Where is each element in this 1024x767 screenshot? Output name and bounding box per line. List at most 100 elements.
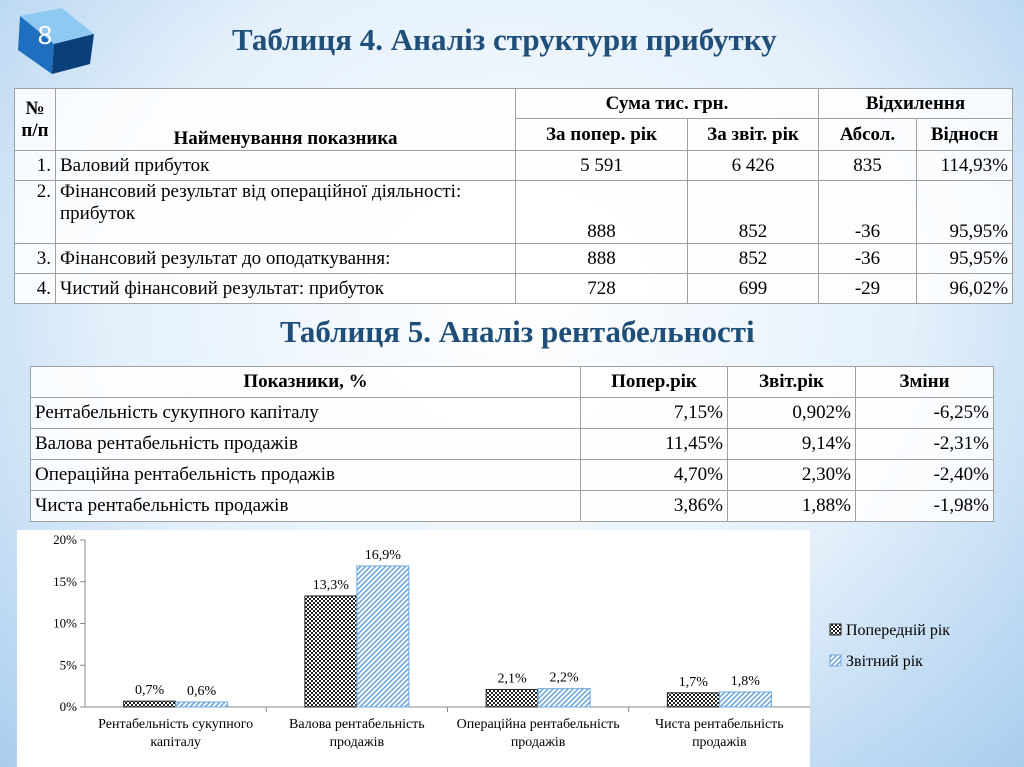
legend-swatch (829, 654, 842, 667)
header-cell: Відносн (916, 118, 1014, 151)
cell: 2. (14, 180, 56, 244)
cell: 4. (14, 273, 56, 304)
cell: 2,30% (727, 459, 856, 491)
cell: 7,15% (580, 397, 728, 429)
cell: 852 (686, 243, 820, 274)
bar (666, 692, 720, 708)
cell: 3. (14, 243, 56, 274)
y-tick-label: 20% (53, 532, 77, 547)
row: 2. Фінансовий результат від операційної д… (14, 180, 1014, 244)
bar (485, 688, 539, 708)
cell: 95,95% (916, 180, 1014, 244)
cell: 835 (818, 150, 918, 181)
cell: 3,86% (580, 490, 728, 522)
legend-label: Звітний рік (846, 653, 923, 670)
header-cell: Сума тис. грн. (514, 88, 820, 119)
header-row: Показники, % Попер.рік Звіт.рік Зміни (30, 366, 994, 398)
slide-badge: 8 (18, 8, 94, 74)
cell: Фінансовий результат від операційної дія… (55, 180, 516, 244)
header-cell: За звіт. рік (686, 118, 820, 151)
cell: 0,902% (727, 397, 856, 429)
row: 1. Валовий прибуток 5 591 6 426 835 114,93% (14, 150, 1014, 181)
cell: Чистий фінансовий результат: прибуток (55, 273, 516, 304)
y-tick-label: 5% (60, 657, 78, 672)
cell: Операційна рентабельність продажів (30, 459, 581, 491)
chart: 0% 5% 10% 15% 20% 0,7% 0,6% 13,3% 16,9% 2,1% 2,2% 1… (17, 530, 1017, 767)
legend-label: Попередній рік (846, 622, 950, 639)
cell: -36 (818, 243, 918, 274)
data-label: 1,7% (679, 675, 709, 690)
row: Валова рентабельність продажів 11,45% 9,14… (30, 428, 994, 460)
table5: Показники, % Попер.рік Звіт.рік Зміни Рентаб… (30, 366, 994, 522)
header-cell: Попер.рік (580, 366, 728, 398)
cell: 114,93% (916, 150, 1014, 181)
cell: -6,25% (855, 397, 994, 429)
header-cell: Звіт.рік (727, 366, 856, 398)
cell: Чиста рентабельність продажів (30, 490, 581, 522)
header-cell: Зміни (855, 366, 994, 398)
header-cell: Показники, % (30, 366, 581, 398)
table4-title: Таблиця 4. Аналіз структури прибутку (232, 22, 777, 57)
data-label: 2,1% (498, 671, 528, 686)
cell: 6 426 (686, 150, 820, 181)
cell: 852 (686, 180, 820, 244)
row: 3. Фінансовий результат до оподаткування:… (14, 243, 1014, 274)
header-cell: Відхилення (818, 88, 1014, 119)
data-label: 13,3% (313, 578, 350, 593)
bar (175, 701, 229, 708)
header-cell: Абсол. (818, 118, 918, 151)
cell: 96,02% (916, 273, 1014, 304)
cell: 11,45% (580, 428, 728, 460)
bar (718, 691, 772, 708)
cell: -2,40% (855, 459, 994, 491)
chart-svg: 0% 5% 10% 15% 20% 0,7% 0,6% 13,3% 16,9% 2,1% 2,2% 1… (17, 530, 950, 767)
cell: 1. (14, 150, 56, 181)
cell: 1,88% (727, 490, 856, 522)
header-cell: За попер. рік (515, 118, 688, 151)
cell: -29 (818, 273, 918, 304)
header-row: № п/п Найменування показника Сума тис. грн… (14, 88, 1014, 151)
data-label: 0,7% (135, 683, 165, 698)
y-tick-label: 15% (53, 574, 77, 589)
y-tick-label: 0% (60, 699, 78, 714)
cell: Валова рентабельність продажів (30, 428, 581, 460)
cell: 4,70% (580, 459, 728, 491)
x-tick-label: Рентабельність сукупного капіталу (98, 717, 254, 750)
cell: 699 (686, 273, 820, 304)
bar (304, 595, 358, 708)
x-tick-label: Операційна рентабельність продажів (456, 717, 620, 750)
slide-number: 8 (38, 20, 52, 50)
bar (123, 700, 177, 708)
data-label: 1,8% (731, 674, 761, 689)
bar (356, 565, 410, 708)
legend-swatch (829, 623, 842, 636)
cell: 9,14% (727, 428, 856, 460)
cell: 888 (515, 243, 688, 274)
table4: № п/п Найменування показника Сума тис. грн… (14, 88, 1014, 304)
cell: Валовий прибуток (55, 150, 516, 181)
table5-title: Таблиця 5. Аналіз рентабельності (280, 314, 755, 349)
x-tick-label: Валова рентабельність продажів (289, 717, 425, 750)
row: Операційна рентабельність продажів 4,70% 2… (30, 459, 994, 491)
bar (537, 688, 591, 708)
row: Рентабельність сукупного капіталу 7,15% 0,… (30, 397, 994, 429)
cell: 95,95% (916, 243, 1014, 274)
header-row: За попер. рік За звіт. рік Абсол. Відносн (15, 118, 1014, 151)
cell: Фінансовий результат до оподаткування: (55, 243, 516, 274)
data-label: 16,9% (365, 548, 402, 563)
data-label: 0,6% (187, 684, 217, 699)
cell: -1,98% (855, 490, 994, 522)
y-tick-label: 10% (53, 616, 77, 631)
cell: -2,31% (855, 428, 994, 460)
row: Чиста рентабельність продажів 3,86% 1,88% -… (30, 490, 994, 522)
x-tick-label: Чиста рентабельність продажів (655, 717, 784, 750)
cell: 5 591 (515, 150, 688, 181)
cell: -36 (818, 180, 918, 244)
data-label: 2,2% (550, 671, 580, 686)
cell: 888 (515, 180, 688, 244)
header-cell: Найменування показника (55, 88, 516, 151)
chart-background (17, 530, 810, 767)
cell: 728 (515, 273, 688, 304)
row: 4. Чистий фінансовий результат: прибуток 7… (14, 273, 1014, 304)
